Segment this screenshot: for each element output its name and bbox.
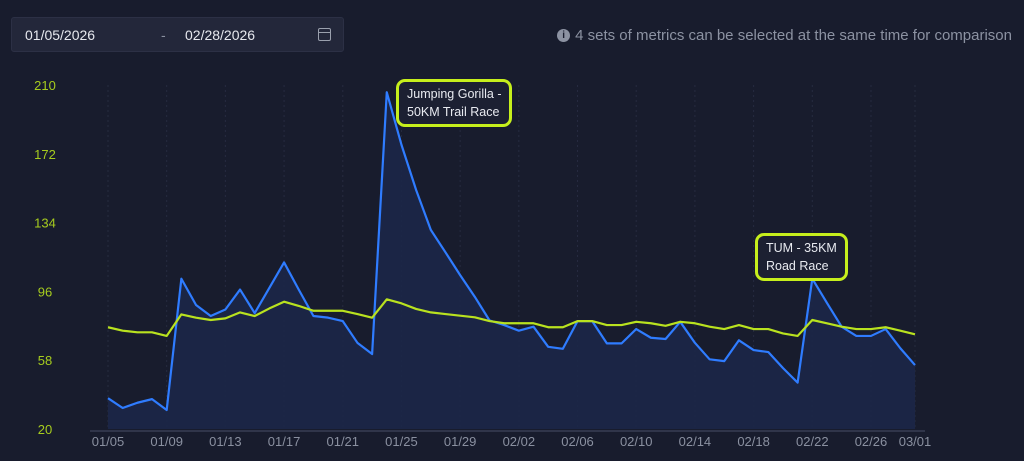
y-tick-label: 96 <box>38 284 52 299</box>
x-tick-label: 03/01 <box>899 434 932 449</box>
x-tick-label: 02/02 <box>503 434 536 449</box>
annotation-tum-road-race: TUM - 35KM Road Race <box>755 233 848 281</box>
x-tick-label: 01/09 <box>150 434 183 449</box>
info-note: i 4 sets of metrics can be selected at t… <box>557 27 1012 44</box>
blue-series-area <box>108 92 915 430</box>
x-tick-label: 01/25 <box>385 434 418 449</box>
x-tick-label: 02/26 <box>855 434 888 449</box>
x-tick-label: 02/06 <box>561 434 594 449</box>
x-tick-label: 01/29 <box>444 434 477 449</box>
y-tick-label: 172 <box>34 147 56 162</box>
x-tick-label: 02/14 <box>679 434 712 449</box>
y-tick-label: 20 <box>38 422 52 437</box>
y-tick-label: 58 <box>38 353 52 368</box>
y-tick-label: 210 <box>34 78 56 93</box>
info-icon: i <box>557 29 571 42</box>
annotation-jumping-gorilla: Jumping Gorilla - 50KM Trail Race <box>396 79 513 127</box>
end-date-input[interactable]: 02/28/2026 <box>185 27 256 43</box>
x-tick-label: 02/22 <box>796 434 829 449</box>
green-series-line <box>107 298 916 338</box>
date-separator: - <box>161 27 166 43</box>
y-tick-label: 134 <box>34 216 56 231</box>
info-text: 4 sets of metrics can be selected at the… <box>575 27 1012 44</box>
calendar-icon[interactable] <box>318 28 331 41</box>
x-tick-label: 01/05 <box>92 434 125 449</box>
x-tick-label: 01/21 <box>326 434 359 449</box>
x-tick-label: 02/18 <box>737 434 770 449</box>
x-tick-label: 02/10 <box>620 434 653 449</box>
blue-series-line <box>107 91 916 412</box>
date-range-picker[interactable]: 01/05/2026 - 02/28/2026 <box>11 17 344 52</box>
start-date-input[interactable]: 01/05/2026 <box>25 27 96 43</box>
x-tick-label: 01/17 <box>268 434 301 449</box>
x-tick-label: 01/13 <box>209 434 242 449</box>
